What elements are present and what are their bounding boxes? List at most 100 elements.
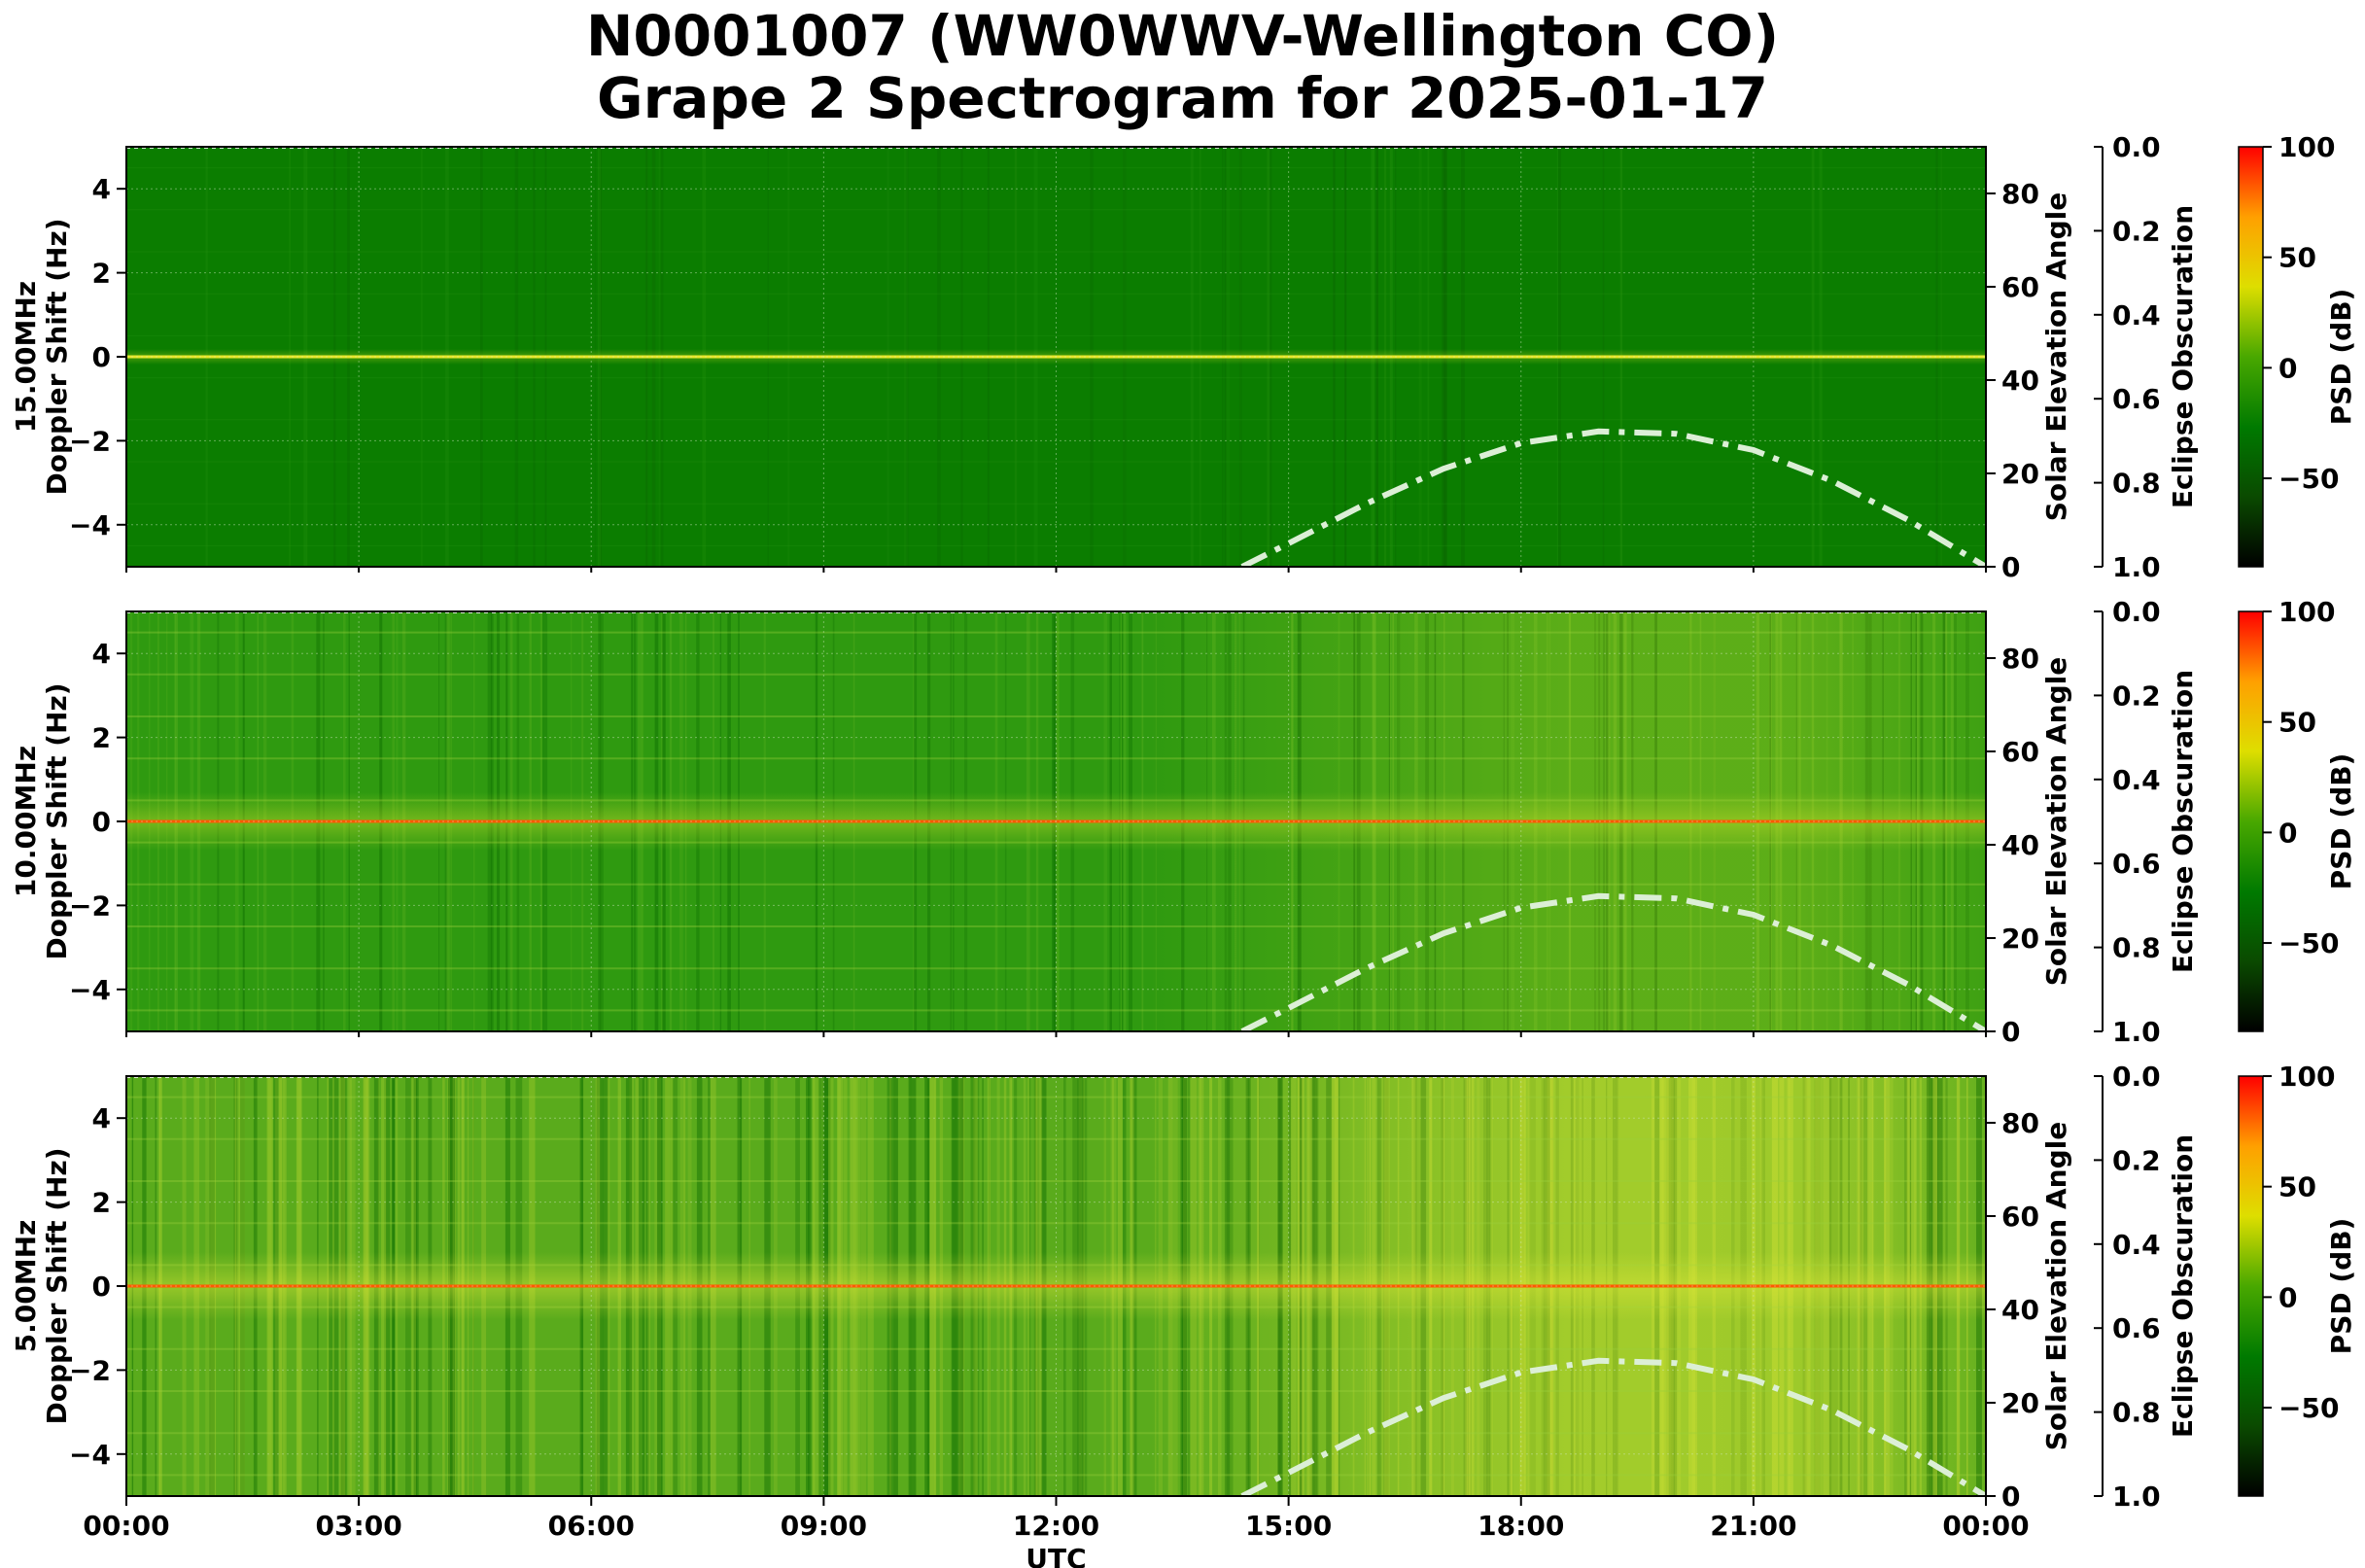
grid xyxy=(126,147,1986,567)
eclipse-tick-label: 1.0 xyxy=(2112,551,2161,583)
colorbar-tick-label: 50 xyxy=(2278,242,2316,274)
solar-elevation-curve xyxy=(1240,428,1986,567)
eclipse-tick-label: 0.2 xyxy=(2112,1144,2161,1176)
x-tick-label: 00:00 xyxy=(83,1510,169,1542)
y-tick-label: −2 xyxy=(69,425,111,457)
y-tick-label: 4 xyxy=(92,173,111,205)
grid xyxy=(126,611,1986,1031)
eclipse-axis-label: Eclipse Obscuration xyxy=(2167,670,2199,973)
solar-tick-label: 60 xyxy=(2001,271,2039,303)
solar-tick-label: 60 xyxy=(2001,1201,2039,1233)
y-tick-label: 4 xyxy=(92,638,111,670)
x-axis-label: UTC xyxy=(1026,1543,1086,1568)
eclipse-axis-label: Eclipse Obscuration xyxy=(2167,1134,2199,1438)
doppler-axis-label: Doppler Shift (Hz) xyxy=(41,1147,73,1424)
solar-tick-label: 80 xyxy=(2001,178,2039,210)
colorbar-tick-label: −50 xyxy=(2278,927,2339,959)
eclipse-tick-label: 0.6 xyxy=(2112,1312,2161,1344)
y-tick-label: 0 xyxy=(92,806,111,838)
colorbar-label: PSD (dB) xyxy=(2325,753,2357,890)
solar-elevation-axis-label: Solar Elevation Angle xyxy=(2040,1122,2072,1450)
x-tick-label: 21:00 xyxy=(1710,1510,1796,1542)
colorbar-label: PSD (dB) xyxy=(2325,289,2357,426)
solar-tick-label: 0 xyxy=(2001,1016,2020,1048)
chart-title-line-1: N0001007 (WW0WWV-Wellington CO) xyxy=(585,3,1780,69)
y-tick-label: −4 xyxy=(69,1439,111,1471)
colorbar-label: PSD (dB) xyxy=(2325,1218,2357,1355)
eclipse-tick-label: 0.8 xyxy=(2112,932,2161,964)
colorbar xyxy=(2238,146,2264,568)
eclipse-tick-label: 0.4 xyxy=(2112,299,2161,331)
grid xyxy=(126,1076,1986,1496)
colorbar xyxy=(2238,1075,2264,1497)
eclipse-tick-label: 0.0 xyxy=(2112,131,2161,163)
eclipse-tick-label: 0.2 xyxy=(2112,215,2161,247)
colorbar-tick-label: 100 xyxy=(2278,1061,2335,1093)
y-tick-label: 0 xyxy=(92,1271,111,1303)
colorbar-tick-label: 100 xyxy=(2278,596,2335,628)
solar-tick-label: 40 xyxy=(2001,829,2039,861)
eclipse-tick-label: 0.0 xyxy=(2112,1061,2161,1093)
y-tick-label: −4 xyxy=(69,509,111,541)
y-tick-label: 4 xyxy=(92,1102,111,1134)
doppler-axis-label: Doppler Shift (Hz) xyxy=(41,682,73,959)
eclipse-tick-label: 1.0 xyxy=(2112,1481,2161,1513)
panel-15-00mhz: 420−2−415.00MHz Doppler Shift (Hz)0204060… xyxy=(10,131,2357,583)
doppler-axis-label: Doppler Shift (Hz) xyxy=(41,218,73,495)
colorbar-tick-label: 0 xyxy=(2278,817,2297,849)
spectrogram-image xyxy=(126,147,1986,567)
solar-tick-label: 0 xyxy=(2001,1481,2020,1513)
panel-5-00mhz: 420−2−45.00MHz Doppler Shift (Hz)02040608… xyxy=(10,1061,2357,1568)
y-tick-label: −4 xyxy=(69,974,111,1006)
solar-tick-label: 20 xyxy=(2001,923,2039,955)
colorbar-tick-label: 0 xyxy=(2278,352,2297,384)
colorbar-tick-label: −50 xyxy=(2278,1392,2339,1424)
colorbar-tick-label: 0 xyxy=(2278,1281,2297,1313)
y-tick-label: −2 xyxy=(69,889,111,922)
solar-tick-label: 80 xyxy=(2001,1107,2039,1139)
colorbar-tick-label: 50 xyxy=(2278,707,2316,739)
solar-tick-label: 40 xyxy=(2001,365,2039,397)
solar-elevation-axis-label: Solar Elevation Angle xyxy=(2040,192,2072,521)
x-tick-label: 12:00 xyxy=(1013,1510,1099,1542)
x-tick-label: 09:00 xyxy=(781,1510,867,1542)
eclipse-tick-label: 1.0 xyxy=(2112,1016,2161,1048)
colorbar-tick-label: −50 xyxy=(2278,463,2339,495)
y-tick-label: −2 xyxy=(69,1354,111,1386)
solar-tick-label: 0 xyxy=(2001,551,2020,583)
eclipse-axis-label: Eclipse Obscuration xyxy=(2167,205,2199,508)
eclipse-tick-label: 0.8 xyxy=(2112,468,2161,500)
eclipse-tick-label: 0.0 xyxy=(2112,596,2161,628)
eclipse-tick-label: 0.8 xyxy=(2112,1397,2161,1429)
panel-frequency-label: 10.00MHz xyxy=(10,746,42,897)
colorbar-tick-label: 50 xyxy=(2278,1171,2316,1203)
x-tick-label: 06:00 xyxy=(548,1510,635,1542)
colorbar xyxy=(2238,610,2264,1032)
panel-frequency-label: 15.00MHz xyxy=(10,281,42,433)
y-tick-label: 2 xyxy=(92,258,111,290)
spectrogram-image xyxy=(126,1076,1986,1496)
chart-title-line-2: Grape 2 Spectrogram for 2025-01-17 xyxy=(597,65,1768,131)
solar-elevation-curve xyxy=(1240,892,1986,1031)
x-tick-label: 00:00 xyxy=(1942,1510,2029,1542)
solar-elevation-curve xyxy=(1240,1357,1986,1496)
eclipse-tick-label: 0.4 xyxy=(2112,1229,2161,1261)
solar-elevation-axis-label: Solar Elevation Angle xyxy=(2040,657,2072,986)
y-tick-label: 2 xyxy=(92,1187,111,1219)
solar-tick-label: 40 xyxy=(2001,1294,2039,1326)
eclipse-tick-label: 0.6 xyxy=(2112,383,2161,415)
eclipse-tick-label: 0.2 xyxy=(2112,679,2161,712)
y-tick-label: 0 xyxy=(92,341,111,373)
solar-tick-label: 60 xyxy=(2001,736,2039,768)
solar-tick-label: 20 xyxy=(2001,1387,2039,1419)
y-tick-label: 2 xyxy=(92,722,111,754)
solar-tick-label: 80 xyxy=(2001,643,2039,675)
colorbar-tick-label: 100 xyxy=(2278,131,2335,163)
spectrogram-image xyxy=(126,611,1986,1031)
x-tick-label: 18:00 xyxy=(1478,1510,1564,1542)
panel-10-00mhz: 420−2−410.00MHz Doppler Shift (Hz)0204060… xyxy=(10,596,2357,1048)
x-tick-label: 15:00 xyxy=(1245,1510,1332,1542)
x-tick-label: 03:00 xyxy=(316,1510,402,1542)
eclipse-tick-label: 0.4 xyxy=(2112,764,2161,796)
